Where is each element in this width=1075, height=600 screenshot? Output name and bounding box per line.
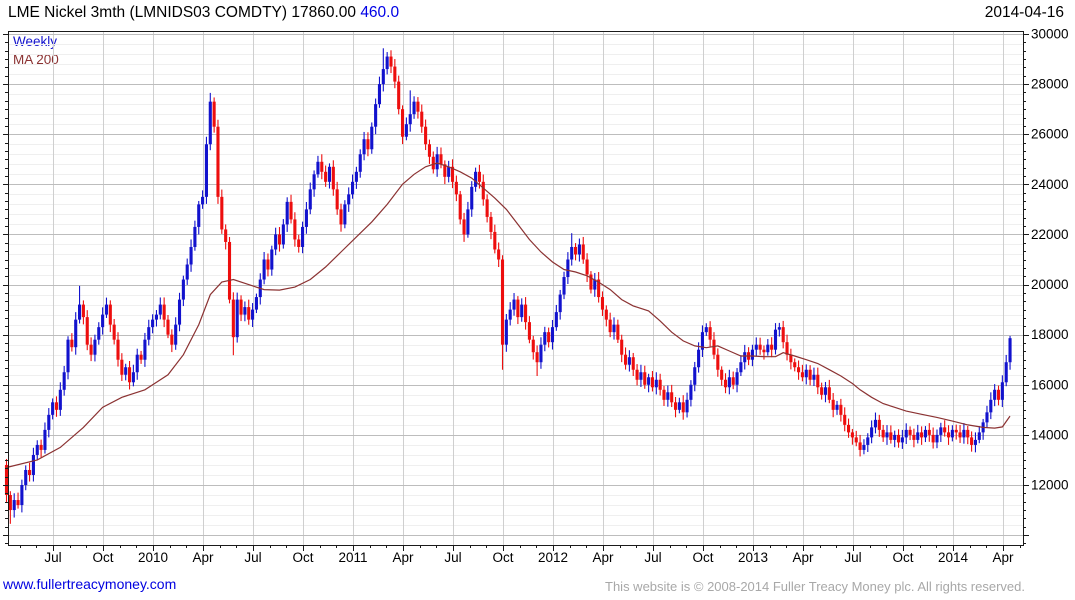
x-axis-label: 2010	[138, 550, 168, 565]
y-axis-label: 28000	[1031, 77, 1069, 92]
candlesticks	[4, 48, 1012, 524]
x-axis-label: 2013	[738, 550, 768, 565]
x-axis-label: Jul	[444, 550, 461, 565]
x-axis-label: Jul	[244, 550, 261, 565]
gridlines-major	[8, 34, 1023, 536]
y-axis-label: 18000	[1031, 327, 1069, 342]
x-axis-label: Oct	[292, 550, 313, 565]
y-axis-label: 16000	[1031, 377, 1069, 392]
x-axis-label: Apr	[392, 550, 414, 565]
y-axis-label: 22000	[1031, 227, 1069, 242]
x-axis-label: Oct	[92, 550, 113, 565]
gridlines-vertical	[53, 31, 1004, 545]
x-axis-label: Oct	[692, 550, 713, 565]
x-axis-label: Jul	[644, 550, 661, 565]
price-change: 460.0	[360, 4, 400, 21]
x-axis-label: Oct	[492, 550, 513, 565]
y-axis-label: 24000	[1031, 177, 1069, 192]
header: LME Nickel 3mth (LMNIDS03 COMDTY) 17860.…	[8, 4, 1068, 22]
footer-copyright: This website is © 2008-2014 Fuller Treac…	[605, 579, 1025, 594]
y-axis-label: 26000	[1031, 127, 1069, 142]
y-axis-label: 14000	[1031, 427, 1069, 442]
x-axis-label: 2014	[938, 550, 969, 565]
y-axis-label: 12000	[1031, 478, 1069, 493]
x-axis-label: Oct	[892, 550, 913, 565]
ma-line	[6, 162, 1011, 469]
x-axis-label: 2012	[538, 550, 568, 565]
y-axis: 30000 28000 26000 24000 22000 20000 18000 16000…	[3, 27, 1069, 544]
plot-border	[8, 31, 1024, 546]
y-axis-label: 20000	[1031, 277, 1069, 292]
x-axis-label: Jul	[844, 550, 861, 565]
chart-date: 2014-04-16	[984, 4, 1064, 21]
legend-series-label: Weekly	[13, 34, 58, 49]
x-axis-label: Apr	[992, 550, 1014, 565]
x-axis-label: Jul	[44, 550, 61, 565]
price-chart: 30000 28000 26000 24000 22000 20000 18000 16000…	[3, 27, 1069, 565]
footer-link[interactable]: www.fullertreacymoney.com	[3, 576, 177, 592]
legend-ma-label: MA 200	[13, 52, 59, 67]
x-axis-label: Apr	[792, 550, 814, 565]
x-axis-label: Apr	[192, 550, 214, 565]
x-axis: Jul Oct 2010 Apr Jul Oct 2011 Apr Jul Oct 2012 Apr J…	[20, 545, 1021, 565]
x-axis-label: Apr	[592, 550, 614, 565]
y-axis-label: 30000	[1031, 27, 1069, 42]
x-axis-label: 2011	[338, 550, 367, 565]
page-title: LME Nickel 3mth (LMNIDS03 COMDTY) 17860.…	[8, 4, 361, 21]
